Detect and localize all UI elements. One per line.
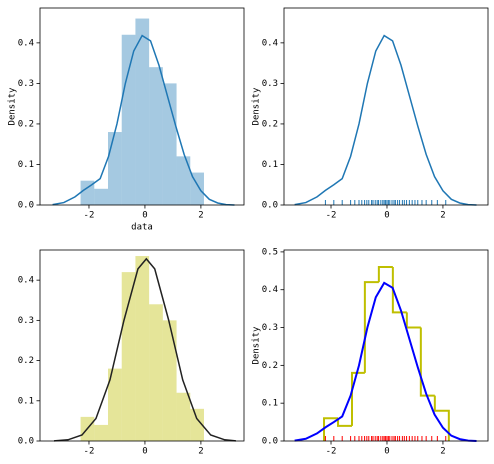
x-tick-label: 2 [198, 447, 203, 457]
x-tick-label: 0 [384, 447, 389, 457]
hist-bar [108, 368, 122, 441]
y-tick-label: 0.2 [262, 361, 278, 371]
hist-bar [108, 132, 122, 205]
y-tick-label: 0.1 [18, 396, 34, 406]
hist-bar [94, 188, 108, 205]
hist-bar [190, 408, 204, 441]
y-axis-label: Density [252, 87, 262, 126]
hist-bar [149, 304, 163, 441]
y-tick-label: 0.0 [262, 437, 278, 447]
hist-bar [190, 172, 204, 205]
hist-step [419, 327, 435, 397]
y-tick-label: 0.4 [262, 285, 278, 295]
hist-step [377, 266, 393, 283]
y-tick-label: 0.5 [262, 247, 278, 257]
x-tick-label: 2 [198, 211, 203, 221]
density-curve [294, 34, 477, 206]
y-tick-label: 0.3 [262, 323, 278, 333]
hist-bar [149, 67, 163, 206]
axes-frame [39, 249, 245, 442]
x-tick-label: 2 [440, 211, 445, 221]
y-tick-label: 0.0 [18, 201, 34, 211]
axes-frame [283, 7, 489, 206]
y-tick-label: 0.3 [18, 316, 34, 326]
hist-step [337, 418, 352, 427]
x-tick-label: 0 [384, 211, 389, 221]
y-tick-label: 0.2 [18, 356, 34, 366]
y-tick-label: 0.4 [18, 276, 34, 286]
hist-bar [80, 180, 95, 205]
density-curve [52, 34, 235, 206]
y-tick-label: 0.4 [262, 38, 278, 48]
hist-bar [135, 18, 150, 206]
hist-bar [162, 320, 177, 441]
hist-bar [135, 256, 150, 441]
hist-bar [121, 272, 136, 441]
y-tick-label: 0.1 [18, 160, 34, 170]
x-tick-label: -2 [84, 211, 95, 221]
x-tick-label: 0 [142, 447, 147, 457]
y-tick-label: 0.1 [262, 399, 278, 409]
y-tick-label: 0.2 [18, 119, 34, 129]
hist-bar [94, 424, 108, 441]
x-tick-label: 2 [440, 447, 445, 457]
x-tick-label: -2 [326, 447, 337, 457]
hist-step [433, 395, 450, 441]
hist-step [323, 417, 339, 441]
axes-frame [39, 7, 245, 206]
y-tick-label: 0.0 [262, 201, 278, 211]
hist-bar [121, 34, 136, 206]
x-tick-label: -2 [84, 447, 95, 457]
hist-bar [176, 392, 191, 441]
x-tick-label: -2 [326, 211, 337, 221]
y-tick-label: 0.3 [18, 79, 34, 89]
hist-bar [176, 156, 191, 205]
hist-step [351, 371, 365, 426]
y-axis-label: Density [252, 326, 262, 365]
x-axis-label: data [131, 223, 153, 233]
y-axis-label: Density [8, 87, 18, 126]
axes-frame [283, 249, 489, 442]
y-tick-label: 0.2 [262, 119, 278, 129]
density-curve [294, 281, 477, 442]
x-tick-label: 0 [142, 211, 147, 221]
density-curve [53, 257, 236, 442]
y-tick-label: 0.1 [262, 160, 278, 170]
y-tick-label: 0.4 [18, 38, 34, 48]
y-tick-label: 0.3 [262, 79, 278, 89]
hist-step [405, 312, 421, 329]
y-tick-label: 0.0 [18, 437, 34, 447]
